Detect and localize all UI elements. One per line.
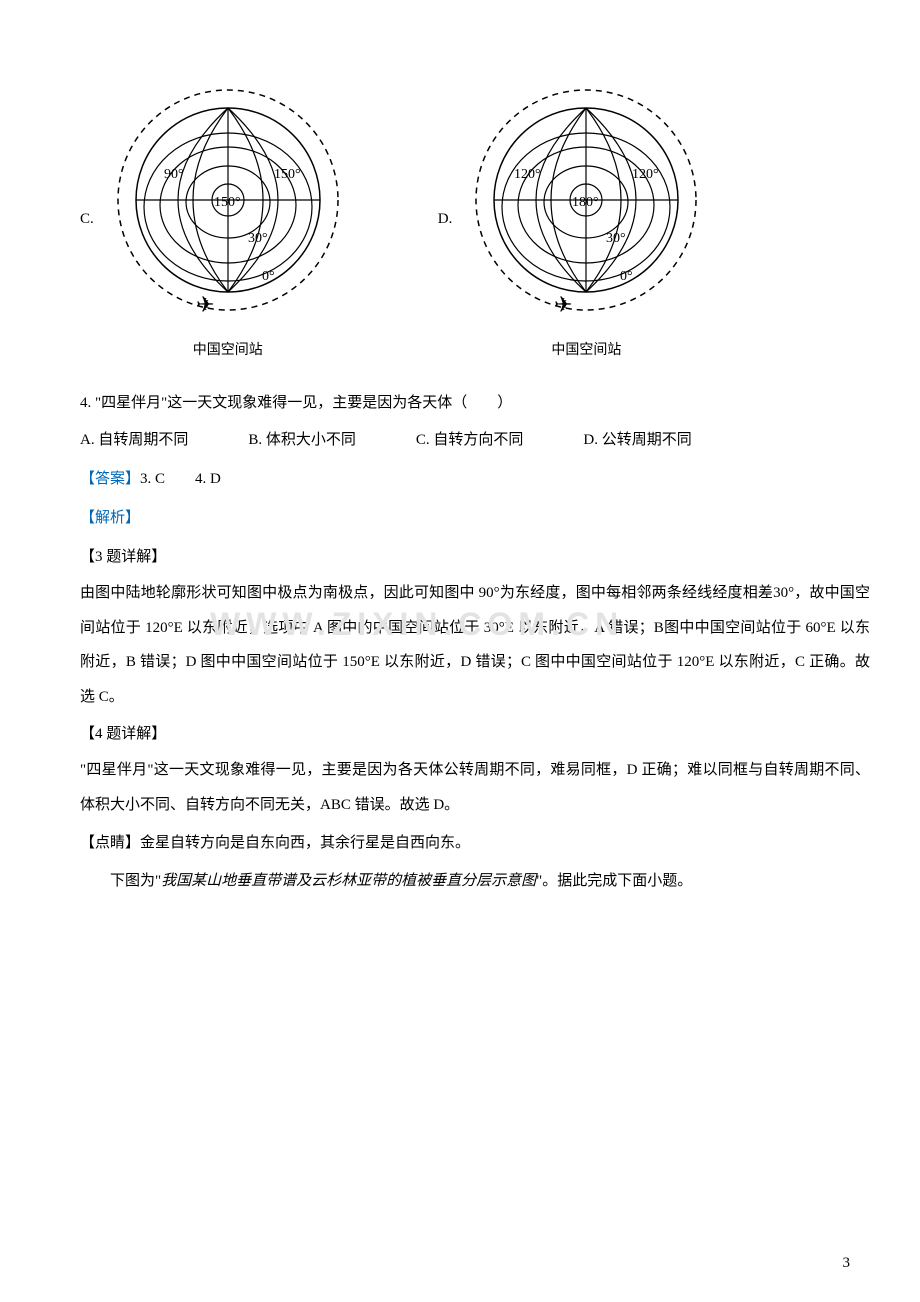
diagram-D-caption: 中国空间站	[456, 339, 716, 359]
question-4-options: A. 自转周期不同 B. 体积大小不同 C. 自转方向不同 D. 公转周期不同	[80, 424, 870, 457]
space-station-icon: ✈	[554, 292, 572, 317]
option-4C: C. 自转方向不同	[416, 424, 524, 457]
globe-D-lon-right: 120°	[632, 167, 659, 182]
globe-C-lat-30: 30°	[248, 231, 268, 246]
globe-D-lon-left: 120°	[514, 167, 541, 182]
next-section-prefix: 下图为"	[110, 873, 161, 889]
answer-text: 3. C 4. D	[140, 471, 221, 487]
detail-4-label: 【4 题详解】	[80, 718, 870, 751]
diagram-D-label: D.	[438, 211, 453, 228]
diagram-C-cell: C. 90° 150°	[80, 80, 358, 359]
option-4A: A. 自转周期不同	[80, 424, 188, 457]
next-section-italic: 我国某山地垂直带谱及云杉林亚带的植被垂直分层示意图	[161, 873, 536, 889]
detail-4-body: "四星伴月"这一天文现象难得一见，主要是因为各天体公转周期不同，难易同框，D 正…	[80, 753, 870, 822]
watermark-region: WWW.ZIXIN.COM.CN 由图中陆地轮廓形状可知图中极点为南极点，因此可…	[80, 576, 870, 714]
diagrams-row: C. 90° 150°	[80, 80, 870, 359]
analysis-label: 【解析】	[80, 502, 870, 535]
detail-3-label: 【3 题详解】	[80, 541, 870, 574]
tip-text: 【点睛】金星自转方向是自东向西，其余行星是自西向东。	[80, 826, 870, 861]
globe-D-lon-center: 180°	[572, 195, 599, 210]
globe-C-lon-center: 150°	[214, 195, 241, 210]
globe-D-lat-0: 0°	[620, 269, 633, 284]
answer-line: 【答案】3. C 4. D	[80, 463, 870, 496]
globe-C-lon-right: 150°	[274, 167, 301, 182]
space-station-icon: ✈	[196, 292, 214, 317]
next-section-line: 下图为"我国某山地垂直带谱及云杉林亚带的植被垂直分层示意图"。据此完成下面小题。	[80, 865, 870, 898]
next-section-suffix: "。据此完成下面小题。	[536, 873, 692, 889]
option-4B: B. 体积大小不同	[248, 424, 356, 457]
diagram-D-wrapper: 120° 180° 120° 30° 0° ✈ 中国空间站	[456, 80, 716, 359]
page-number: 3	[843, 1255, 851, 1272]
globe-C-lat-0: 0°	[262, 269, 275, 284]
diagram-C-wrapper: 90° 150° 150° 30° 0° ✈ 中国空间站	[98, 80, 358, 359]
option-4D: D. 公转周期不同	[583, 424, 691, 457]
question-4-text: 4. "四星伴月"这一天文现象难得一见，主要是因为各天体（ ）	[80, 387, 870, 420]
diagram-C-label: C.	[80, 211, 94, 228]
detail-3-body: 由图中陆地轮廓形状可知图中极点为南极点，因此可知图中 90°为东经度，图中每相邻…	[80, 576, 870, 714]
globe-diagram-C: 90° 150° 150° 30° 0° ✈	[98, 80, 358, 340]
globe-C-lon-left: 90°	[164, 167, 184, 182]
diagram-D-cell: D. 120° 180° 120° 30° 0° ✈	[438, 80, 717, 359]
globe-D-lat-30: 30°	[606, 231, 626, 246]
diagram-C-caption: 中国空间站	[98, 339, 358, 359]
answer-label: 【答案】	[80, 471, 140, 487]
globe-diagram-D: 120° 180° 120° 30° 0° ✈	[456, 80, 716, 340]
